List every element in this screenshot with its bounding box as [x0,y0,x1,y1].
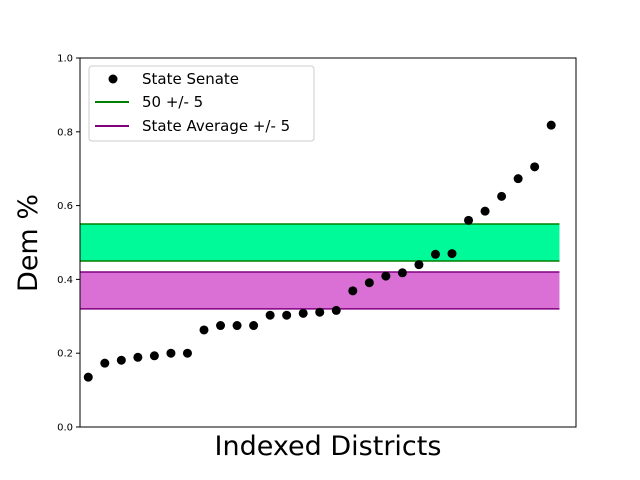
legend: State Senate 50 +/- 5 State Average +/- … [88,65,315,142]
data-point-12 [282,310,292,320]
data-point-27 [530,162,540,172]
y-axis: 0.0 0.2 0.4 0.6 0.8 1.0 [57,54,80,434]
data-point-14 [315,307,325,317]
data-point-8 [216,321,226,331]
x-axis-title: Indexed Districts [215,431,442,462]
data-point-23 [464,215,474,225]
data-point-21 [430,249,440,259]
legend-marker-state-senate [108,74,118,84]
data-point-20 [414,260,424,270]
data-point-28 [546,120,556,130]
y-tick-label-0: 0.0 [57,423,73,434]
data-point-7 [199,325,209,335]
data-point-17 [364,278,374,288]
y-tick-label-3: 0.6 [57,201,73,212]
data-point-9 [232,321,242,331]
data-points [83,120,556,382]
data-point-24 [480,206,490,216]
plot-frame [79,57,577,428]
data-point-5 [166,348,176,358]
data-point-13 [298,308,308,318]
y-tick-label-1: 0.2 [57,349,73,360]
y-tick-label-4: 0.8 [57,127,73,138]
legend-frame [88,65,315,142]
data-point-25 [497,191,507,201]
data-point-16 [348,286,358,296]
data-point-26 [513,174,523,184]
data-point-3 [133,352,143,362]
data-point-10 [249,321,259,331]
band-fill-1 [80,272,560,309]
band-fill-0 [80,224,560,261]
y-axis-title: Dem % [13,194,44,292]
data-point-19 [397,268,407,278]
data-point-1 [100,358,110,368]
y-tick-label-5: 1.0 [57,54,73,65]
data-point-6 [182,348,192,358]
legend-label-state-senate: State Senate [142,70,239,88]
data-point-2 [116,355,126,365]
data-point-22 [447,249,457,259]
legend-label-50-band: 50 +/- 5 [142,93,203,111]
data-point-15 [331,305,341,315]
legend-label-state-average-band: State Average +/- 5 [142,117,290,135]
data-point-11 [265,310,275,320]
data-point-4 [149,351,159,361]
y-tick-label-2: 0.4 [57,275,73,286]
data-point-0 [83,372,93,382]
data-point-18 [381,271,391,281]
